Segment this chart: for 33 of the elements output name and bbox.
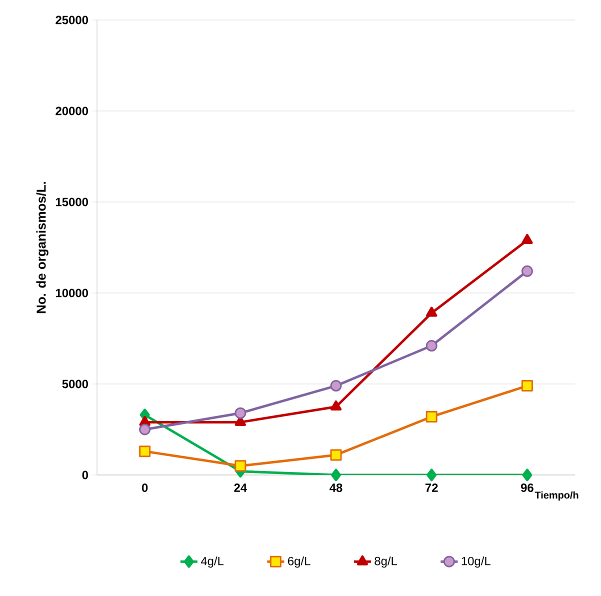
legend-label: 10g/L xyxy=(462,556,490,568)
point xyxy=(522,234,533,244)
y-tick-label: 10000 xyxy=(56,288,88,298)
y-tick-label: 20000 xyxy=(56,106,88,116)
x-tick-label: 48 xyxy=(330,484,342,492)
point xyxy=(426,306,438,317)
x-tick-label: 96 xyxy=(520,484,534,492)
point xyxy=(521,380,533,392)
point xyxy=(139,446,151,458)
point xyxy=(331,468,341,482)
point xyxy=(330,449,342,461)
point xyxy=(426,410,438,422)
y-tick-label: 25000 xyxy=(56,16,88,24)
y-tick-label: 15000 xyxy=(56,198,88,206)
point xyxy=(330,380,342,392)
x-tick-label: 0 xyxy=(142,484,148,492)
point xyxy=(234,407,246,419)
x-tick-label: 72 xyxy=(425,484,438,492)
x-axis-title: Tiempo/h xyxy=(534,491,578,501)
legend-label: 8g/L xyxy=(374,556,398,568)
point xyxy=(330,400,342,410)
y-tick-label: 0 xyxy=(82,470,88,480)
legend-label: 4g/L xyxy=(200,556,224,568)
y-axis-title: No. de organismos/L. xyxy=(36,182,48,314)
point xyxy=(234,460,246,472)
y-tick-label: 5000 xyxy=(62,380,88,388)
point xyxy=(426,468,437,482)
legend-label: 6g/L xyxy=(288,556,310,568)
point xyxy=(139,424,151,436)
point xyxy=(521,265,533,277)
point xyxy=(522,468,532,482)
point xyxy=(426,340,438,352)
x-tick-label: 24 xyxy=(234,484,247,492)
